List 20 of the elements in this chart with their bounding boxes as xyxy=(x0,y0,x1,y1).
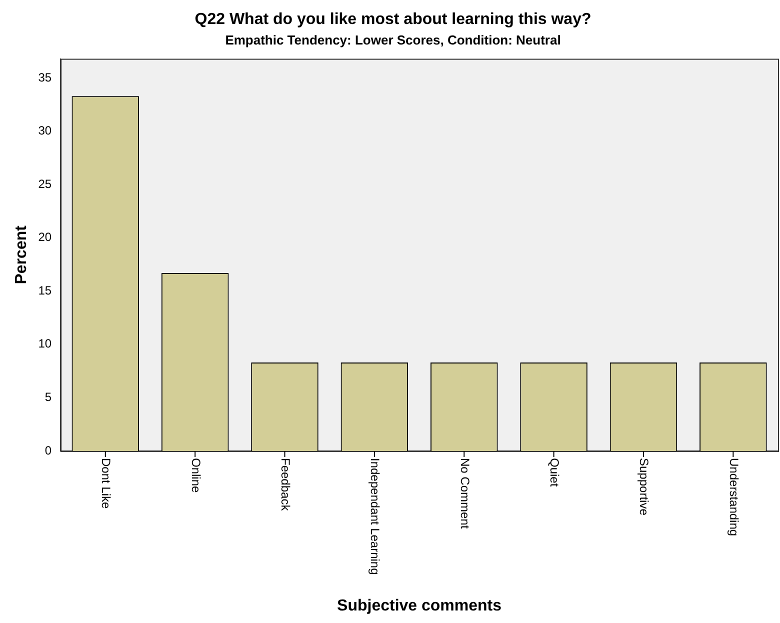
y-tick-label: 10 xyxy=(38,336,52,351)
y-tick-label: 35 xyxy=(38,70,52,84)
y-tick-label: 5 xyxy=(44,390,52,404)
y-tick-label: 0 xyxy=(44,443,52,458)
x-axis-title: Subjective comments xyxy=(337,597,502,614)
x-tick-label: Supportive xyxy=(637,458,652,516)
y-tick-label: 25 xyxy=(38,176,52,191)
x-tick-label: No Comment xyxy=(458,458,472,530)
x-tick-label: Independant Learning xyxy=(368,458,382,575)
x-tick-label: Quiet xyxy=(547,458,562,488)
x-tick-label: Online xyxy=(188,458,203,494)
x-tick-label: Understanding xyxy=(726,458,741,536)
y-axis-title: Percent xyxy=(13,224,30,284)
chart-title: Q22 What do you like most about learning this way? xyxy=(194,11,592,28)
y-tick-label: 15 xyxy=(38,283,52,298)
chart-subtitle: Empathic Tendency: Lower Scores, Condition: Neutral xyxy=(225,32,561,48)
x-tick-label: Feedback xyxy=(278,458,292,512)
y-tick-label: 20 xyxy=(38,230,52,244)
y-tick-label: 30 xyxy=(38,124,52,138)
x-tick-label: Dont Like xyxy=(99,458,114,510)
